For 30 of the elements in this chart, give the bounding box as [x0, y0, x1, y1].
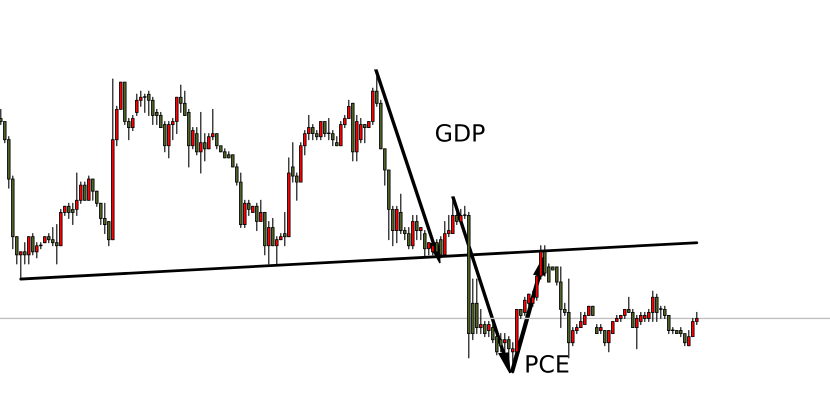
- candlestick: [323, 120, 327, 138]
- candlestick: [27, 236, 31, 264]
- candlestick: [319, 120, 323, 140]
- candlestick: [623, 308, 627, 320]
- candlestick: [363, 124, 367, 144]
- candlestick: [499, 333, 503, 352]
- candlestick: [135, 94, 139, 116]
- candlestick: [431, 245, 435, 256]
- candlestick: [655, 294, 659, 322]
- candlestick: [167, 120, 171, 158]
- candlestick: [523, 296, 527, 316]
- candlestick: [83, 182, 87, 201]
- candlestick: [91, 178, 95, 201]
- candlestick: [643, 312, 647, 322]
- candlestick: [591, 306, 595, 316]
- annotation: PCE: [526, 354, 568, 373]
- annotation: GDP: [436, 124, 485, 142]
- candlestick: [255, 202, 259, 232]
- candlestick: [31, 233, 35, 256]
- candlestick: [223, 148, 227, 158]
- candlestick: [87, 175, 91, 201]
- candlestick: [143, 94, 147, 113]
- candlestick: [651, 290, 655, 322]
- candlestick: [503, 333, 507, 356]
- candlestick: [199, 112, 203, 174]
- candlestick: [203, 133, 207, 162]
- candlestick: [595, 324, 599, 334]
- candlestick: [635, 314, 639, 350]
- candlestick: [311, 124, 315, 140]
- candlestick: [459, 208, 463, 222]
